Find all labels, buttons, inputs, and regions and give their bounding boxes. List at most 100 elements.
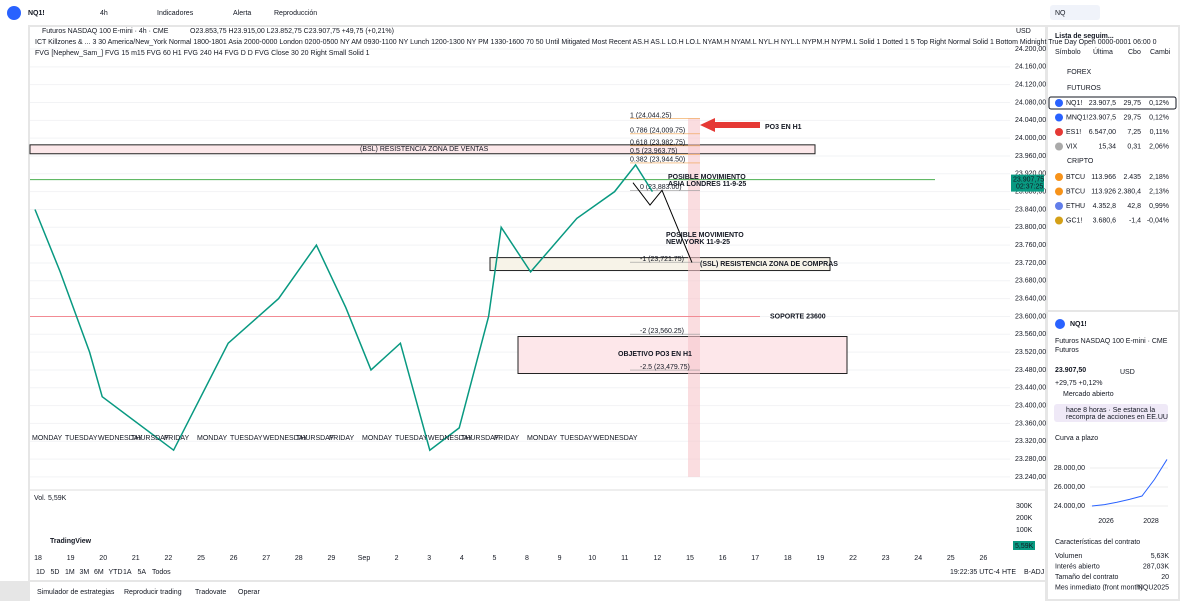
watchlist-cell: 3.680,6 (1093, 217, 1116, 224)
watchlist-cell[interactable]: NQ1! (1066, 100, 1082, 107)
date-label: 3 (427, 555, 431, 562)
range-button[interactable]: 1M (65, 569, 75, 576)
range-button[interactable]: 5D (51, 569, 60, 576)
date-label: 8 (525, 555, 529, 562)
detail-change: +29,75 +0,12% (1055, 380, 1103, 387)
watchlist-cell: 0,31 (1127, 143, 1141, 150)
weekday: MONDAY (362, 435, 393, 442)
date-label: Sep (358, 555, 371, 562)
chart-title: Futuros NASDAQ 100 E-mini · 4h · CME (42, 28, 169, 35)
weekday: THURSDAY (296, 435, 334, 442)
watchlist-cell[interactable]: BTCU (1066, 174, 1085, 181)
column-header: Símbolo (1055, 49, 1081, 56)
date-label: 18 (784, 555, 792, 562)
price-tick-label: 24.080,00 (1015, 99, 1046, 106)
contract-label: Tamaño del contrato (1055, 574, 1119, 581)
annotation: OBJETIVO PO3 EN H1 (618, 351, 692, 358)
weekday: MONDAY (32, 435, 63, 442)
price-tick-label: 23.760,00 (1015, 242, 1046, 249)
price-tick-label: 23.680,00 (1015, 278, 1046, 285)
watchlist-cell[interactable]: ETHU (1066, 203, 1085, 210)
range-button[interactable]: 3M (80, 569, 90, 576)
range-button[interactable]: YTD (109, 569, 123, 576)
indicators[interactable]: Indicadores (157, 10, 194, 17)
contract-value: 20 (1161, 574, 1169, 581)
bottom-tab[interactable]: Reproducir trading (124, 589, 182, 596)
watchlist-cell[interactable]: VIX (1066, 143, 1078, 150)
bottom-tab[interactable]: Tradovate (195, 589, 226, 596)
contract-label: Interés abierto (1055, 563, 1100, 570)
date-label: 29 (328, 555, 336, 562)
ohlc: O23.853,75 H23.915,00 L23.852,75 C23.907… (190, 28, 394, 35)
fib-label: -2.5 (23,479.75) (640, 364, 690, 371)
watchlist-cell: 2,06% (1149, 143, 1169, 150)
watchlist-cell[interactable]: ES1! (1066, 129, 1081, 136)
alert[interactable]: Alerta (233, 10, 251, 17)
price-tick-label: 24.160,00 (1015, 64, 1046, 71)
annotation: PO3 EN H1 (765, 124, 802, 131)
symbol-icon (1055, 128, 1063, 136)
weekday: TUESDAY (65, 435, 98, 442)
watchlist-title: Lista de seguim... (1055, 33, 1114, 40)
price-tick-label: 23.560,00 (1015, 331, 1046, 338)
column-header: Cbo (1128, 49, 1141, 56)
watchlist-cell: 2.380,4 (1118, 188, 1141, 195)
curve-line (1091, 459, 1168, 507)
weekday: WEDNESDAY (593, 435, 638, 442)
symbol-icon (1055, 319, 1065, 329)
symbol-icon (1055, 202, 1063, 210)
price-tick-label: 23.320,00 (1015, 438, 1046, 445)
price-tick-label: 23.920,00 (1015, 171, 1046, 178)
watchlist-cell[interactable]: MNQ1! (1066, 114, 1088, 121)
watchlist-cell: 0,11% (1150, 129, 1169, 136)
search-box[interactable] (1050, 5, 1100, 20)
details-pane (1048, 312, 1178, 599)
price-tick-label: 23.440,00 (1015, 385, 1046, 392)
watchlist-cell[interactable]: BTCU (1066, 188, 1085, 195)
range-button[interactable]: 6M (94, 569, 104, 576)
range-button[interactable]: 1D (36, 569, 45, 576)
replay[interactable]: Reproducción (274, 10, 317, 17)
annotation: NEW YORK 11-9-25 (666, 239, 730, 246)
date-label: 24 (914, 555, 922, 562)
contract-value: 287,03K (1143, 563, 1169, 570)
curve-year: 2026 (1098, 518, 1114, 525)
search[interactable]: NQ (1055, 10, 1066, 17)
news-box[interactable] (1054, 404, 1168, 422)
volume-label: Vol. (34, 495, 46, 502)
avatar[interactable] (7, 6, 21, 20)
right-icons (1180, 0, 1200, 601)
ssl-zone (489, 257, 831, 272)
section: FUTUROS (1067, 85, 1101, 92)
watchlist-cell: 2.435 (1123, 174, 1141, 181)
detail-name: Futuros NASDAQ 100 E-mini · CME (1055, 338, 1168, 345)
bsl-zone (29, 144, 816, 155)
weekday: THURSDAY (461, 435, 499, 442)
watchlist-cell: 113.926 (1091, 188, 1116, 195)
watchlist-cell[interactable]: GC1! (1066, 217, 1082, 224)
symbol[interactable]: NQ1! (28, 10, 45, 17)
symbol-icon (1055, 173, 1063, 181)
range-button[interactable]: 1A (123, 569, 132, 576)
date-label: 19 (67, 555, 75, 562)
watchlist-cell: -0,04% (1147, 217, 1169, 224)
detail-currency: USD (1120, 369, 1135, 376)
fib-label: -2 (23,560.25) (640, 328, 684, 335)
bottom-tab[interactable]: Operar (238, 589, 260, 596)
interval[interactable]: 4h (100, 10, 108, 17)
bottom-tab[interactable]: Simulador de estrategias (37, 589, 115, 596)
price-tick-label: 23.360,00 (1015, 420, 1046, 427)
contract-title: Características del contrato (1055, 539, 1140, 546)
date-label: 25 (947, 555, 955, 562)
watchlist-cell: 6.547,00 (1089, 129, 1116, 136)
range-button[interactable]: Todos (152, 569, 171, 576)
weekday: TUESDAY (395, 435, 428, 442)
date-label: 18 (34, 555, 42, 562)
range-button[interactable]: 5A (138, 569, 147, 576)
indicator: FVG [Nephew_Sam_] FVG 15 m15 FVG 60 H1 F… (35, 50, 370, 57)
objective-zone (517, 336, 848, 375)
date-label: 23 (882, 555, 890, 562)
contract-value: NQU2025 (1138, 584, 1169, 591)
price-tick-label: 24.000,00 (1015, 135, 1046, 142)
date-label: 19 (817, 555, 825, 562)
